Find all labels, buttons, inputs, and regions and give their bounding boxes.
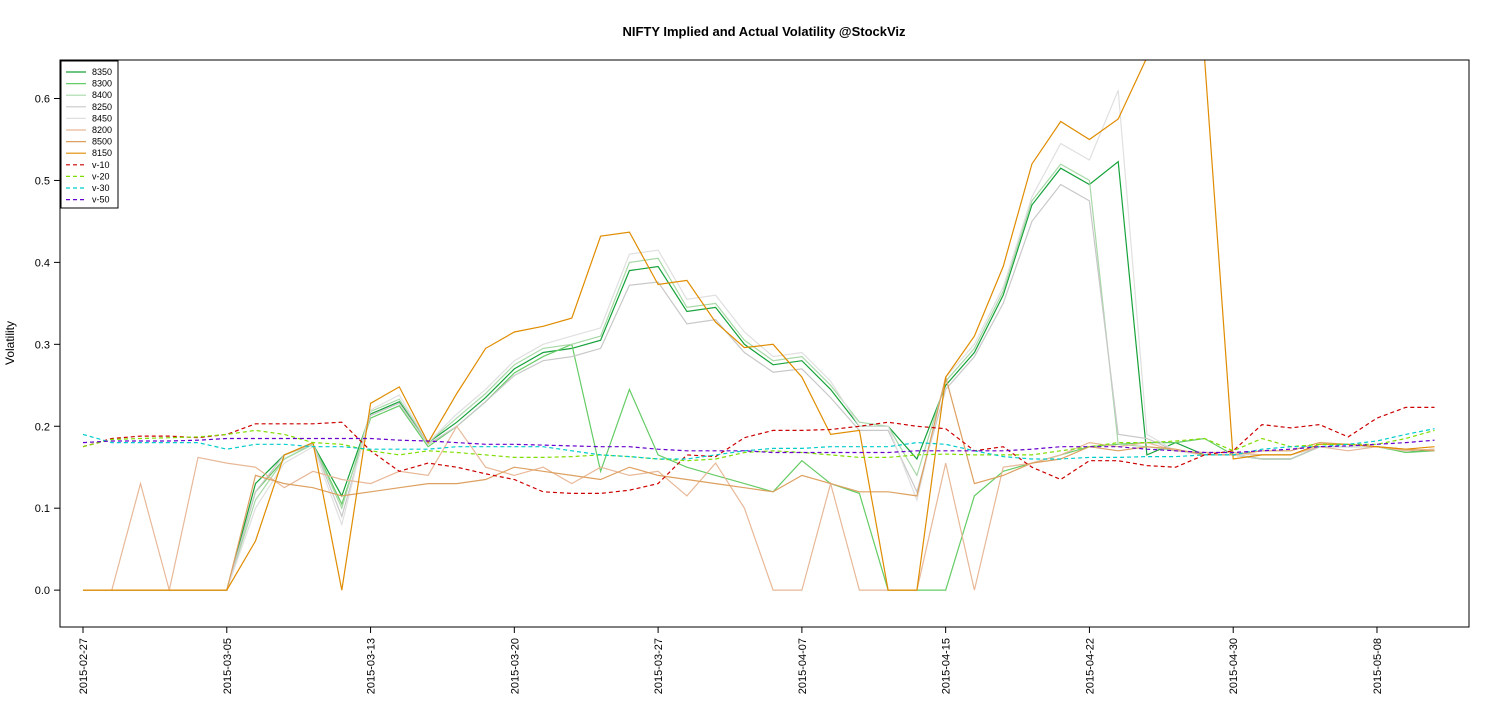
- legend-label-8500: 8500: [92, 137, 112, 147]
- plot-frame: [59, 59, 1470, 628]
- y-tick-label: 0.1: [35, 503, 50, 515]
- legend-box: [60, 60, 119, 209]
- x-tick-label: 2015-03-13: [366, 638, 378, 694]
- y-tick-label: 0.4: [35, 257, 50, 269]
- legend-label-v-20: v-20: [92, 171, 110, 181]
- series-line-8150: [83, 60, 1435, 591]
- legend-label-v-30: v-30: [92, 183, 110, 193]
- legend-label-8400: 8400: [92, 90, 112, 100]
- x-tick-label: 2015-02-27: [78, 638, 90, 694]
- legend-label-8300: 8300: [92, 79, 112, 89]
- legend-label-8250: 8250: [92, 102, 112, 112]
- y-axis-label: Volatility: [3, 321, 17, 365]
- legend-label-8350: 8350: [92, 67, 112, 77]
- series-line-v-10: [82, 406, 1435, 494]
- chart-title: NIFTY Implied and Actual Volatility @Sto…: [622, 24, 906, 39]
- series-layer: [82, 60, 1435, 591]
- legend-label-8150: 8150: [92, 148, 112, 158]
- x-tick-label: 2015-04-07: [797, 638, 809, 694]
- series-line-8300: [83, 343, 1435, 591]
- x-tick-label: 2015-03-27: [653, 638, 665, 694]
- series-line-v-30: [82, 428, 1435, 460]
- y-tick-label: 0.6: [35, 94, 50, 106]
- series-line-v-50: [82, 437, 1435, 454]
- x-tick-label: 2015-03-05: [222, 638, 234, 694]
- x-axis: 2015-02-27 2015-03-05 2015-03-13 2015-03-20…: [78, 627, 1384, 694]
- legend-label-8200: 8200: [92, 125, 112, 135]
- x-tick-label: 2015-04-30: [1228, 638, 1240, 694]
- y-axis: 0.0 0.1 0.2 0.3 0.4 0.5 0.6: [35, 94, 60, 597]
- series-line-8450: [83, 90, 1435, 591]
- legend-label-v-10: v-10: [92, 160, 110, 170]
- y-tick-label: 0.3: [35, 339, 50, 351]
- x-tick-label: 2015-04-15: [941, 638, 953, 694]
- x-tick-label: 2015-04-22: [1084, 638, 1096, 694]
- legend-label-v-50: v-50: [92, 195, 110, 205]
- y-tick-label: 0.2: [35, 421, 50, 433]
- series-line-8250: [83, 183, 1435, 591]
- series-line-8400: [83, 163, 1435, 591]
- series-line-8500: [83, 376, 1435, 591]
- series-line-v-20: [82, 429, 1435, 462]
- x-tick-label: 2015-03-20: [509, 638, 521, 694]
- series-line-8350: [83, 160, 1435, 591]
- y-tick-label: 0.0: [35, 585, 50, 597]
- x-tick-label: 2015-05-08: [1372, 638, 1384, 694]
- y-tick-label: 0.5: [35, 175, 50, 187]
- legend-label-8450: 8450: [92, 113, 112, 123]
